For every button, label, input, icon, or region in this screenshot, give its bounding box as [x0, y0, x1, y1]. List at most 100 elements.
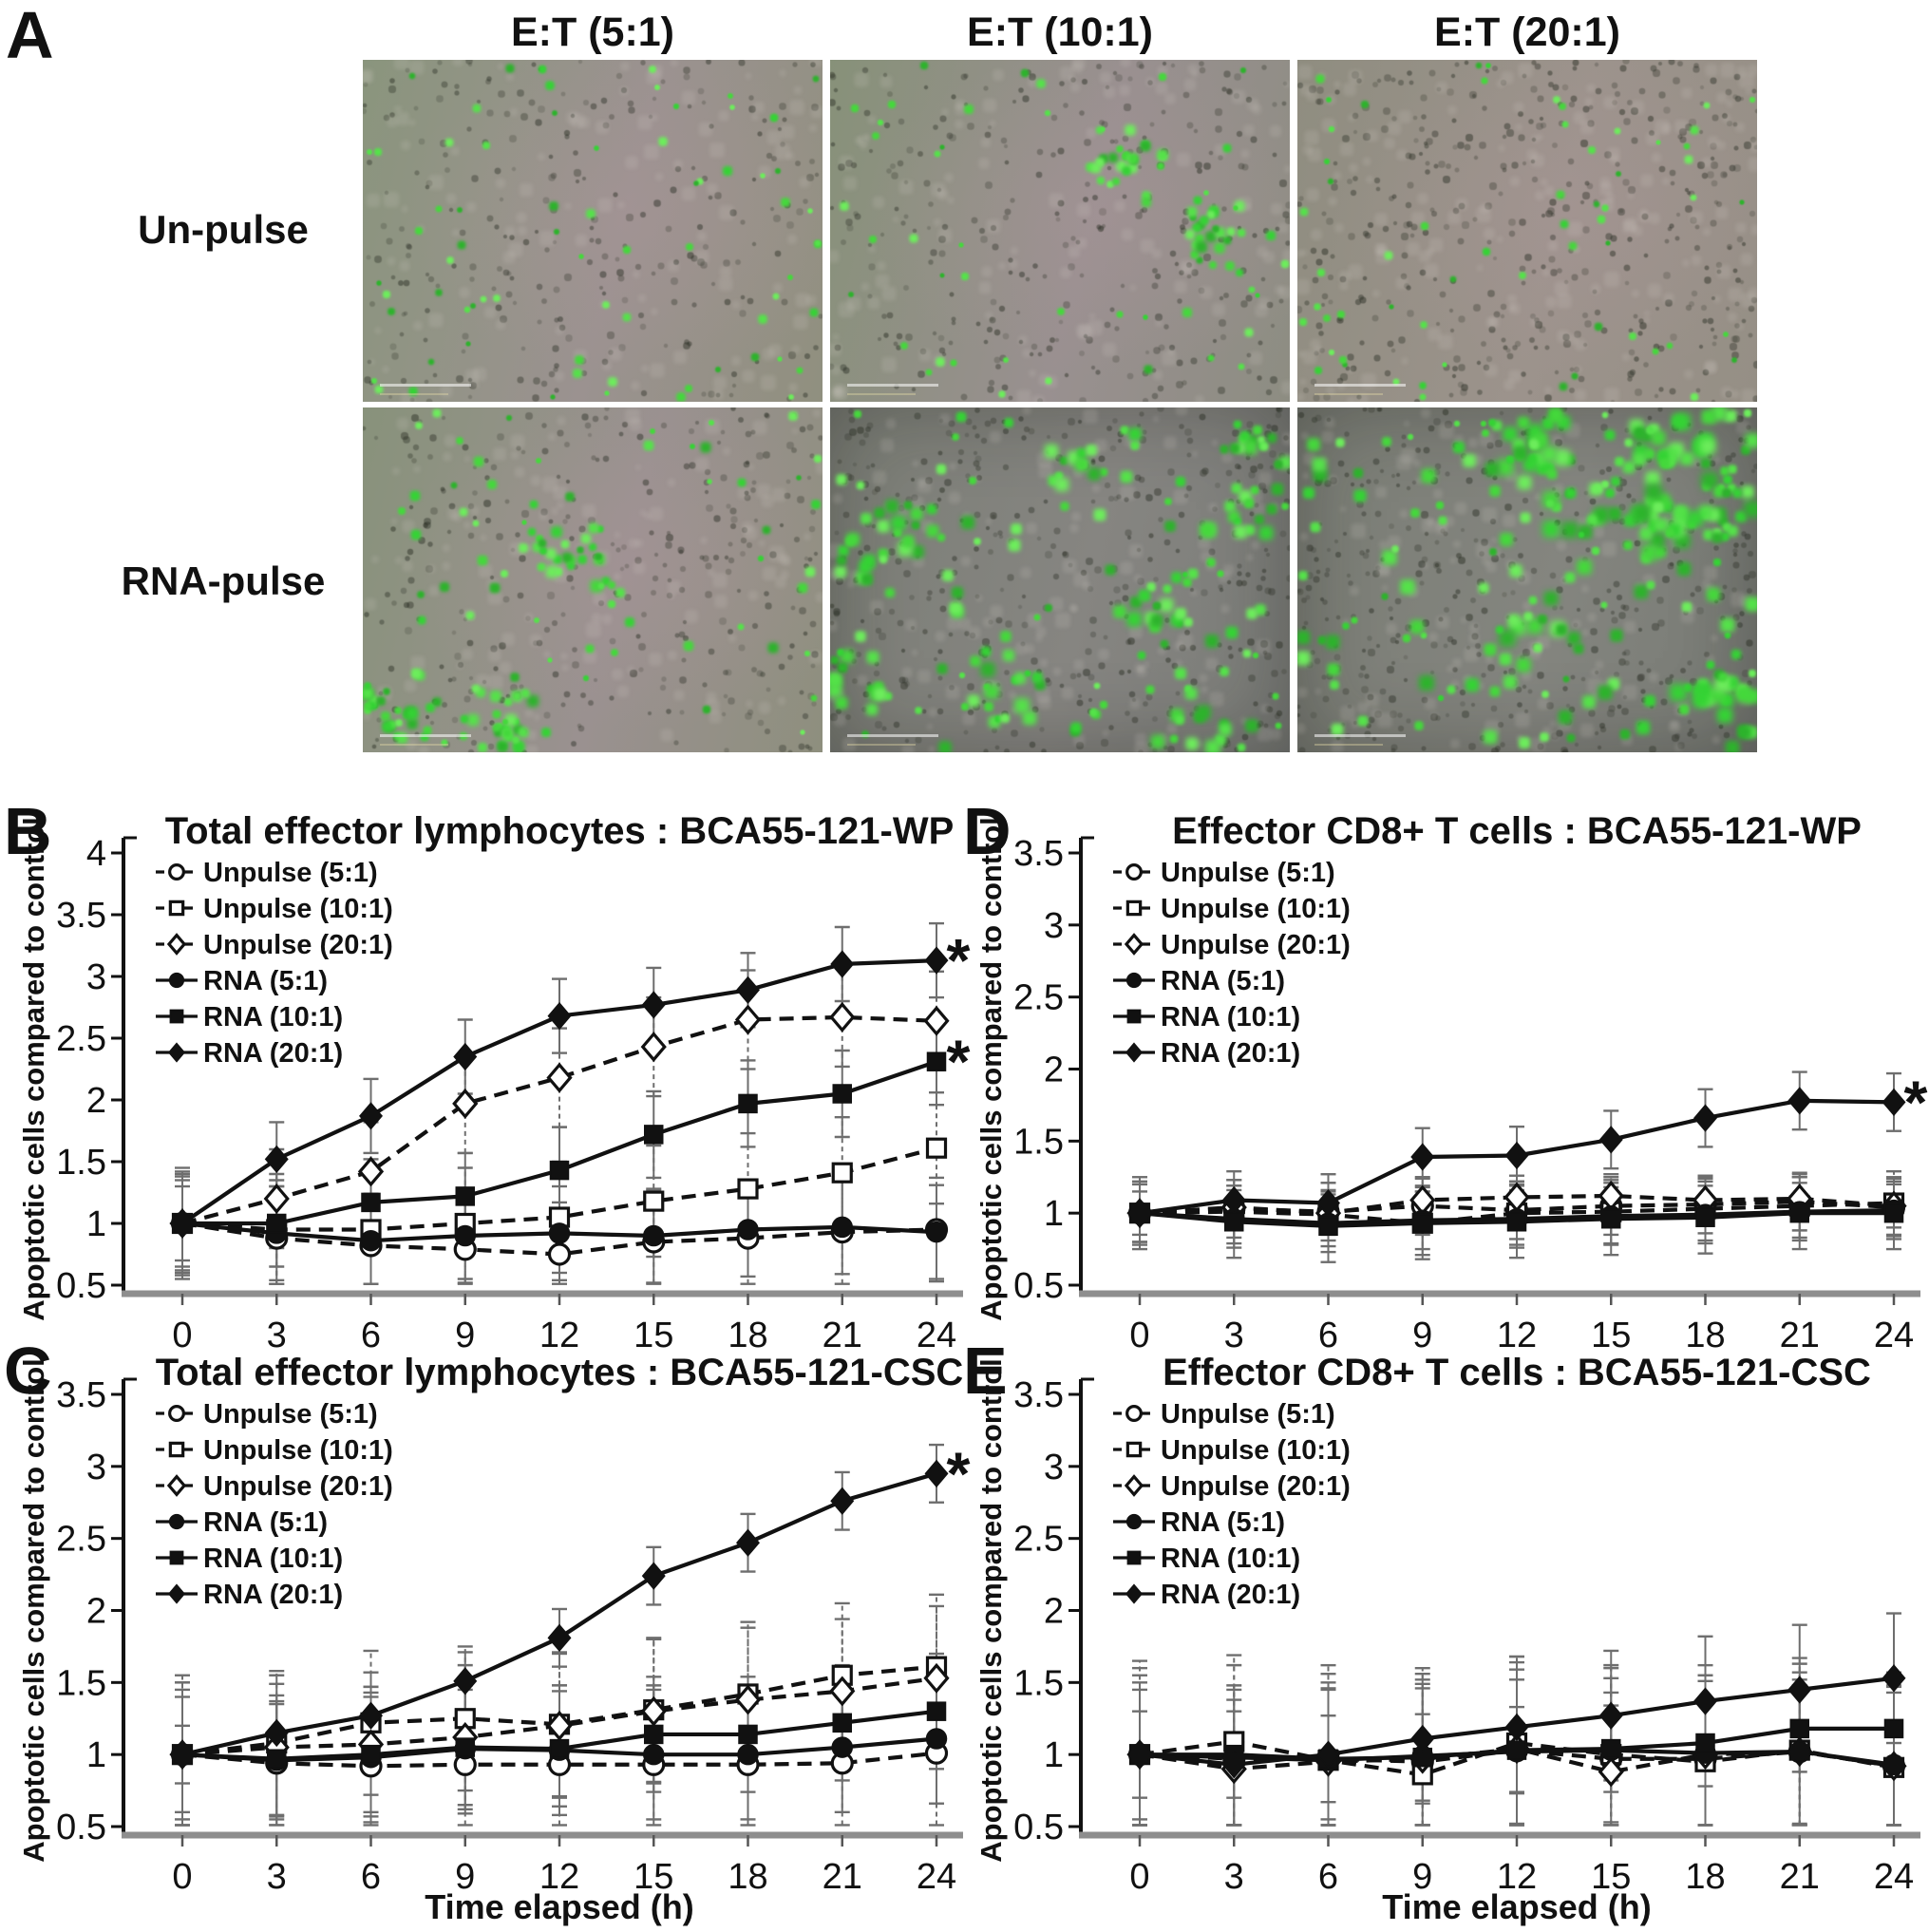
data-point-marker	[1598, 1701, 1623, 1730]
legend-label: RNA (20:1)	[1161, 1580, 1300, 1610]
x-tick-label: 3	[1224, 1857, 1244, 1897]
x-tick-label: 15	[1591, 1316, 1631, 1355]
x-tick-label: 0	[172, 1316, 192, 1355]
chart-effector-cd8-t-cells-wp: Effector CD8+ T cells : BCA55-121-WP Apop…	[974, 810, 1928, 1355]
data-point-marker	[1788, 1740, 1810, 1763]
legend-marker	[1125, 972, 1143, 989]
data-point-marker	[1787, 1087, 1812, 1115]
microscopy-tile-rna-20-1	[1297, 407, 1757, 752]
data-point-marker	[453, 1042, 478, 1071]
data-point-marker	[547, 1242, 572, 1266]
series-line-unpulse-10-1-	[181, 1664, 937, 1757]
x-tick-label: 9	[455, 1316, 475, 1355]
microscopy-tile-unpulse-10-1	[830, 60, 1290, 402]
y-tick-label: 2	[1044, 1592, 1064, 1632]
scale-bar	[847, 734, 938, 737]
data-point-marker	[738, 1093, 758, 1114]
y-axis-label: Apoptotic cells compared to control	[17, 817, 50, 1321]
data-point-marker	[1601, 1738, 1621, 1759]
x-tick-label: 18	[1685, 1316, 1725, 1355]
x-tick-label: 9	[1412, 1857, 1432, 1897]
legend-marker	[168, 1513, 185, 1530]
significance-star: *	[947, 926, 971, 994]
data-point-marker	[926, 1051, 947, 1071]
data-point-marker	[361, 1744, 381, 1765]
x-tick-label: 3	[267, 1316, 287, 1355]
column-header-et-20-1: E:T (20:1)	[1434, 9, 1620, 55]
legend-marker	[1125, 1583, 1144, 1604]
data-point-marker	[831, 1162, 853, 1184]
scale-bar-caption	[1314, 744, 1383, 746]
legend-marker	[1125, 900, 1143, 917]
legend-marker	[168, 972, 185, 989]
y-tick-label: 0.5	[56, 1808, 106, 1847]
data-point-marker	[359, 1701, 383, 1730]
legend-marker	[1125, 863, 1143, 881]
data-point-marker	[1695, 1207, 1715, 1227]
data-point-marker	[170, 1209, 195, 1238]
data-point-marker	[830, 1487, 855, 1515]
data-point-marker	[452, 1088, 479, 1119]
chart-effector-cd8-t-cells-csc: Effector CD8+ T cells : BCA55-121-CSC Apo…	[974, 1352, 1920, 1926]
data-point-marker	[737, 1178, 759, 1200]
x-tick-label: 0	[1129, 1857, 1149, 1897]
x-tick-label: 12	[1497, 1857, 1537, 1897]
data-point-marker	[1224, 1212, 1244, 1232]
x-tick-label: 21	[1780, 1857, 1820, 1897]
data-point-marker	[1882, 1088, 1906, 1117]
data-point-marker	[832, 1084, 852, 1104]
y-tick-label: 3	[1044, 906, 1064, 946]
data-point-marker	[643, 1743, 665, 1766]
data-point-marker	[926, 1701, 947, 1721]
legend-label: RNA (10:1)	[1161, 1544, 1300, 1574]
scale-bar	[847, 384, 938, 387]
y-tick-label: 1.5	[56, 1143, 106, 1183]
data-point-marker	[547, 1623, 572, 1652]
legend-label: Unpulse (20:1)	[203, 930, 393, 960]
data-point-marker	[829, 1676, 856, 1707]
x-tick-label: 15	[634, 1316, 673, 1355]
scale-bar-caption	[380, 393, 448, 395]
panel-a-label: A	[6, 0, 54, 72]
data-point-marker	[263, 1184, 290, 1214]
significance-star: *	[1904, 1068, 1928, 1136]
data-point-marker	[1410, 1143, 1435, 1171]
data-point-marker	[549, 1160, 570, 1181]
data-point-marker	[1882, 1664, 1906, 1693]
data-point-marker	[548, 1222, 571, 1244]
y-tick-label: 0.5	[1013, 1266, 1064, 1306]
y-tick-label: 3.5	[1013, 1375, 1064, 1415]
x-tick-label: 24	[917, 1857, 956, 1897]
y-tick-label: 0.5	[1013, 1808, 1064, 1847]
data-point-marker	[1127, 1199, 1152, 1227]
chart-title: Total effector lymphocytes : BCA55-121-C…	[156, 1352, 964, 1393]
legend-label: Unpulse (20:1)	[1161, 930, 1351, 960]
legend-marker	[166, 933, 187, 956]
data-point-marker	[643, 1224, 665, 1247]
legend-marker	[166, 1474, 187, 1497]
y-tick-label: 3.5	[56, 896, 106, 936]
microscopy-tile-rna-10-1	[830, 407, 1290, 752]
chart-title: Effector CD8+ T cells : BCA55-121-WP	[1172, 810, 1862, 852]
legend-label: RNA (20:1)	[203, 1038, 343, 1069]
data-point-marker	[264, 1145, 289, 1174]
row-label-rna-pulse: RNA-pulse	[121, 559, 326, 603]
y-tick-label: 3	[86, 1448, 106, 1487]
data-point-marker	[737, 1219, 759, 1241]
data-point-marker	[644, 1724, 664, 1745]
y-tick-label: 2.5	[1013, 978, 1064, 1018]
y-tick-label: 2.5	[56, 1019, 106, 1059]
y-tick-label: 3.5	[56, 1375, 106, 1415]
legend-marker	[1125, 1441, 1143, 1458]
data-point-marker	[640, 1032, 667, 1063]
fluorescence-layer	[363, 60, 365, 62]
x-tick-label: 12	[539, 1316, 579, 1355]
x-tick-label: 12	[1497, 1316, 1537, 1355]
data-point-marker	[924, 946, 949, 975]
data-point-marker	[734, 1684, 762, 1715]
legend-marker	[169, 1009, 184, 1024]
data-point-marker	[925, 1137, 948, 1159]
data-point-marker	[1318, 1216, 1338, 1237]
x-tick-label: 3	[267, 1857, 287, 1897]
